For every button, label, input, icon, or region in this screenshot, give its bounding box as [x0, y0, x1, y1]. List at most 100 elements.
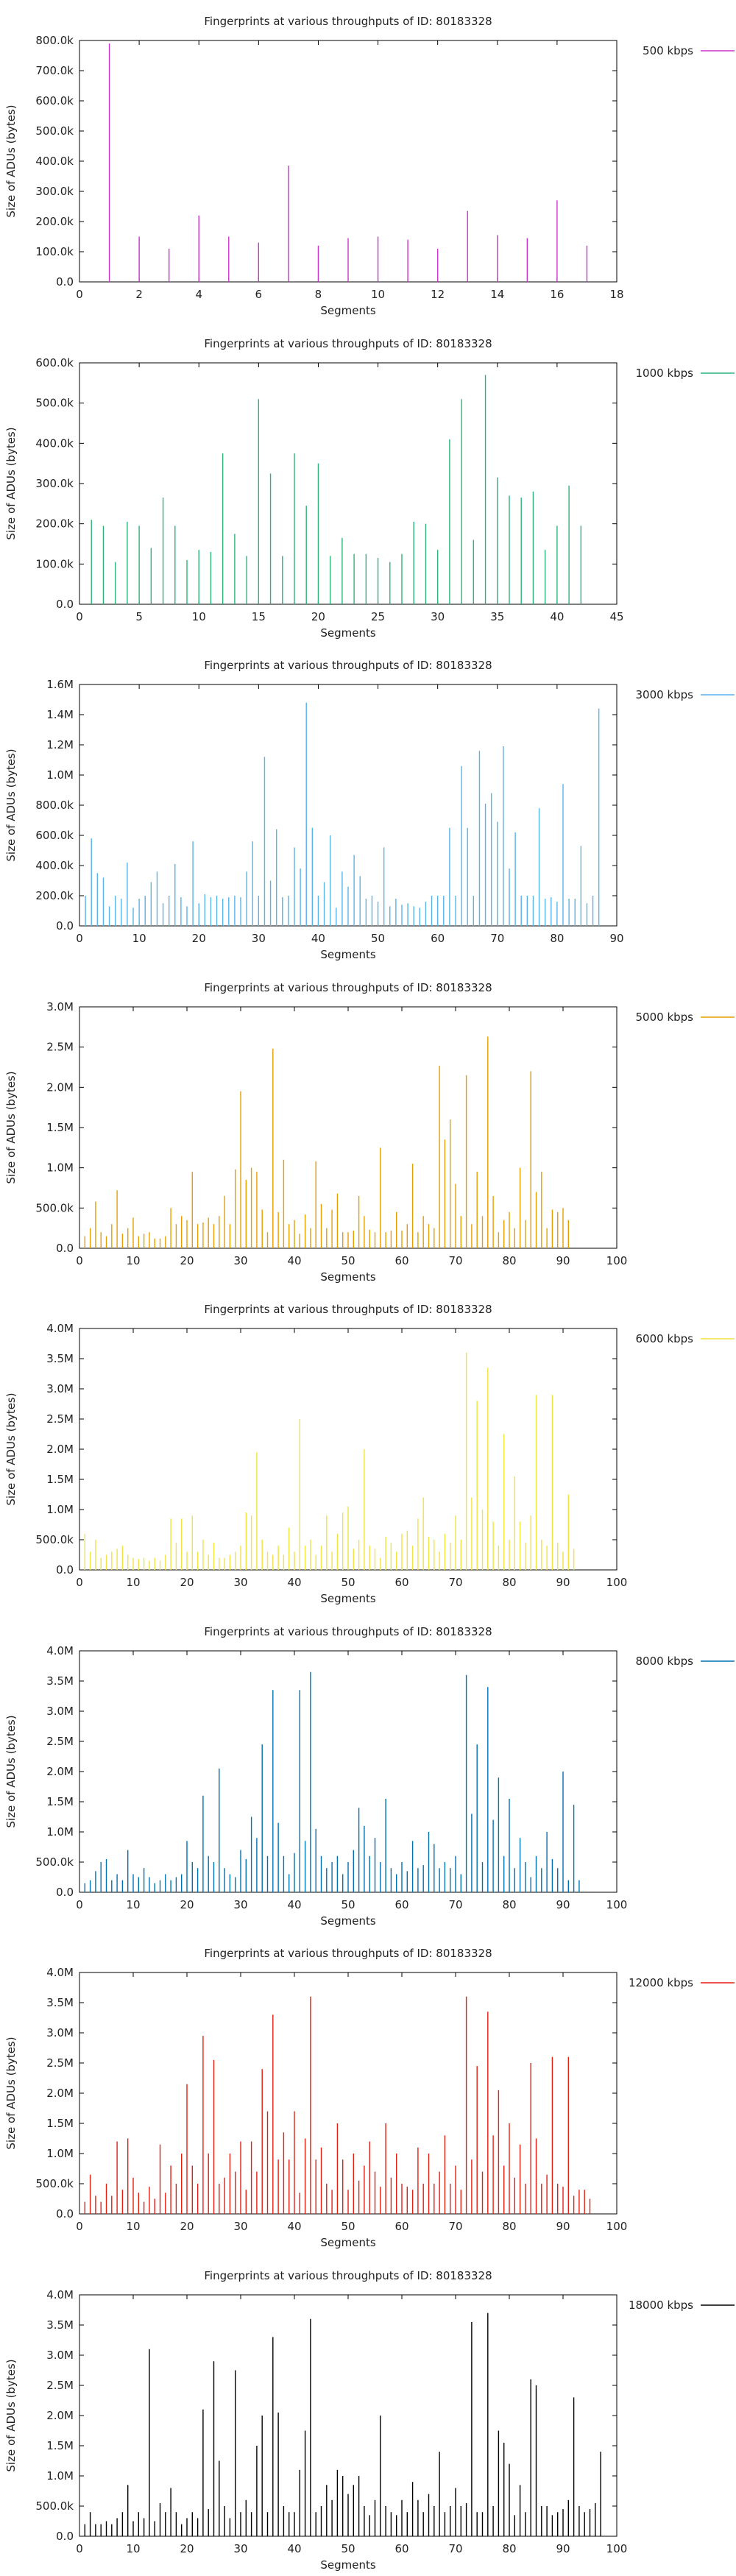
x-tick-label: 20	[180, 1898, 194, 1911]
x-tick-label: 0	[76, 2542, 83, 2555]
y-tick-label: 4.0M	[46, 1644, 74, 1657]
x-tick-label: 100	[606, 2542, 628, 2555]
chart-title: Fingerprints at various throughputs of I…	[204, 1947, 492, 1960]
x-tick-label: 60	[394, 2220, 408, 2233]
y-tick-label: 1.0M	[46, 1161, 74, 1174]
legend-label: 500 kbps	[643, 44, 693, 57]
y-tick-label: 500.0k	[35, 2177, 74, 2190]
legend-label: 12000 kbps	[629, 1976, 693, 1989]
y-tick-label: 1.0M	[46, 768, 74, 782]
y-tick-label: 2.5M	[46, 1412, 74, 1426]
x-tick-label: 0	[76, 288, 83, 301]
x-tick-label: 40	[311, 932, 325, 945]
y-tick-label: 1.0M	[46, 1825, 74, 1839]
chart-title: Fingerprints at various throughputs of I…	[204, 337, 492, 350]
chart-panel-3: Fingerprints at various throughputs of I…	[4, 659, 735, 961]
x-tick-label: 50	[341, 2542, 355, 2555]
y-tick-label: 0.0	[56, 2207, 74, 2221]
x-axis-label: Segments	[320, 2236, 376, 2249]
y-tick-label: 600.0k	[35, 356, 74, 369]
x-tick-label: 30	[233, 1576, 247, 1589]
y-tick-label: 1.5M	[46, 1795, 74, 1808]
x-tick-label: 40	[550, 610, 564, 623]
x-tick-label: 14	[490, 288, 504, 301]
y-tick-label: 2.5M	[46, 2056, 74, 2070]
x-tick-label: 80	[502, 1898, 516, 1911]
y-tick-label: 3.0M	[46, 2349, 74, 2362]
chart-panel-2: Fingerprints at various throughputs of I…	[4, 337, 735, 640]
y-tick-label: 500.0k	[35, 1533, 74, 1546]
y-tick-label: 3.0M	[46, 1382, 74, 1395]
y-tick-label: 0.0	[56, 275, 74, 289]
x-axis-label: Segments	[320, 948, 376, 961]
y-tick-label: 0.0	[56, 919, 74, 933]
x-tick-label: 90	[556, 1898, 570, 1911]
legend-label: 8000 kbps	[636, 1655, 694, 1668]
x-tick-label: 10	[126, 2220, 140, 2233]
legend-label: 3000 kbps	[636, 688, 694, 701]
x-tick-label: 50	[341, 1576, 355, 1589]
y-tick-label: 3.5M	[46, 1674, 74, 1688]
y-axis-label: Size of ADUs (bytes)	[4, 2037, 18, 2149]
y-tick-label: 4.0M	[46, 1966, 74, 1979]
y-tick-label: 2.0M	[46, 1765, 74, 1778]
x-tick-label: 60	[394, 1254, 408, 1267]
y-tick-label: 1.5M	[46, 2117, 74, 2130]
x-tick-label: 20	[311, 610, 325, 623]
x-axis-label: Segments	[320, 1270, 376, 1284]
y-tick-label: 300.0k	[35, 185, 74, 198]
x-tick-label: 10	[126, 2542, 140, 2555]
x-tick-label: 30	[252, 932, 266, 945]
x-tick-label: 70	[448, 1254, 462, 1267]
x-tick-label: 30	[233, 2542, 247, 2555]
x-axis-label: Segments	[320, 1592, 376, 1605]
x-tick-label: 0	[76, 610, 83, 623]
x-tick-label: 0	[76, 1898, 83, 1911]
x-axis-label: Segments	[320, 626, 376, 640]
legend-label: 1000 kbps	[636, 367, 694, 380]
y-tick-label: 100.0k	[35, 557, 74, 570]
x-tick-label: 6	[255, 288, 263, 301]
y-tick-label: 3.5M	[46, 1996, 74, 2009]
x-tick-label: 50	[341, 1254, 355, 1267]
y-tick-label: 1.6M	[46, 678, 74, 691]
y-tick-label: 500.0k	[35, 396, 74, 409]
x-tick-label: 16	[550, 288, 564, 301]
x-tick-label: 35	[490, 610, 504, 623]
y-tick-label: 3.5M	[46, 1352, 74, 1365]
y-tick-label: 400.0k	[35, 859, 74, 872]
y-tick-label: 600.0k	[35, 829, 74, 842]
y-tick-label: 2.0M	[46, 2409, 74, 2422]
y-tick-label: 2.0M	[46, 1443, 74, 1456]
y-tick-label: 400.0k	[35, 155, 74, 168]
chart-title: Fingerprints at various throughputs of I…	[204, 15, 492, 28]
y-tick-label: 600.0k	[35, 94, 74, 107]
x-tick-label: 8	[315, 288, 322, 301]
y-tick-label: 2.5M	[46, 1735, 74, 1748]
x-tick-label: 10	[126, 1576, 140, 1589]
x-tick-label: 30	[431, 610, 445, 623]
x-tick-label: 5	[135, 610, 143, 623]
x-tick-label: 40	[287, 1254, 301, 1267]
y-axis-label: Size of ADUs (bytes)	[4, 749, 18, 861]
x-tick-label: 20	[180, 1576, 194, 1589]
x-tick-label: 20	[192, 932, 206, 945]
x-tick-label: 0	[76, 932, 83, 945]
chart-panel-7: Fingerprints at various throughputs of I…	[4, 1947, 735, 2249]
x-tick-label: 15	[252, 610, 266, 623]
y-tick-label: 3.0M	[46, 1705, 74, 1718]
x-tick-label: 25	[371, 610, 385, 623]
x-tick-label: 100	[606, 2220, 628, 2233]
chart-title: Fingerprints at various throughputs of I…	[204, 2269, 492, 2282]
x-tick-label: 80	[502, 1254, 516, 1267]
chart-title: Fingerprints at various throughputs of I…	[204, 1303, 492, 1316]
x-tick-label: 0	[76, 1254, 83, 1267]
y-tick-label: 4.0M	[46, 2288, 74, 2301]
y-tick-label: 800.0k	[35, 799, 74, 812]
y-tick-label: 800.0k	[35, 34, 74, 47]
y-tick-label: 1.4M	[46, 708, 74, 721]
y-tick-label: 200.0k	[35, 215, 74, 228]
x-tick-label: 50	[341, 1898, 355, 1911]
y-axis-label: Size of ADUs (bytes)	[4, 1071, 18, 1183]
x-axis-label: Segments	[320, 1914, 376, 1928]
